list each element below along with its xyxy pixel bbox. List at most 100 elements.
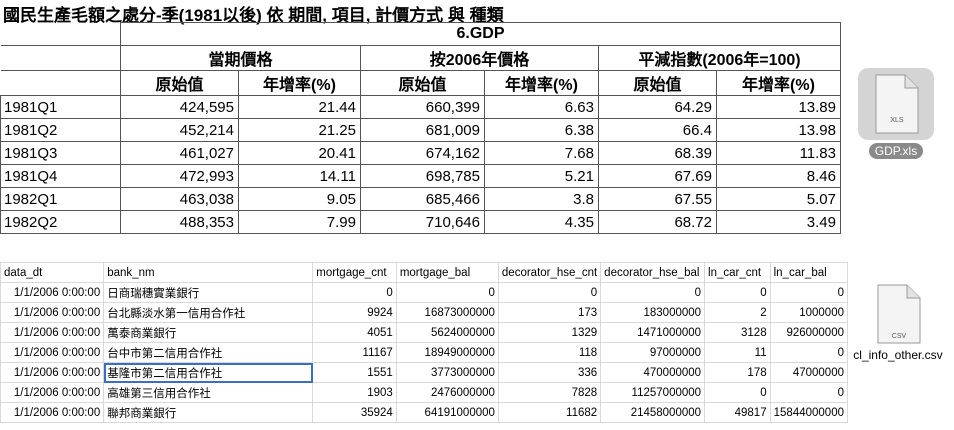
csv-cell[interactable]: 926000000 — [769, 322, 849, 343]
value-cell[interactable]: 488,353 — [120, 210, 239, 234]
sub-header[interactable]: 年增率(%) — [238, 70, 361, 96]
csv-cell[interactable]: 0 — [312, 282, 397, 303]
csv-cell[interactable]: 1/1/2006 0:00:00 — [0, 362, 105, 383]
value-cell[interactable]: 710,646 — [360, 210, 485, 234]
csv-cell[interactable]: 16873000000 — [395, 302, 499, 323]
csv-cell[interactable]: 1551 — [312, 362, 397, 383]
value-cell[interactable]: 68.72 — [598, 210, 717, 234]
csv-cell[interactable]: 1/1/2006 0:00:00 — [0, 282, 105, 303]
value-cell[interactable]: 660,399 — [360, 95, 485, 119]
csv-cell[interactable]: 1/1/2006 0:00:00 — [0, 402, 105, 423]
sub-header[interactable]: 年增率(%) — [484, 70, 599, 96]
value-cell[interactable]: 13.98 — [716, 118, 841, 142]
value-cell[interactable]: 9.05 — [238, 187, 361, 211]
value-cell[interactable]: 698,785 — [360, 164, 485, 188]
csv-cell[interactable]: 0 — [600, 282, 706, 303]
bank-name-cell[interactable]: 高雄第三信用合作社 — [103, 382, 314, 403]
csv-column-header[interactable]: data_dt — [0, 262, 105, 283]
bank-name-cell[interactable]: 日商瑞穗實業銀行 — [103, 282, 314, 303]
period-cell[interactable]: 1981Q2 — [0, 118, 121, 142]
value-cell[interactable]: 67.55 — [598, 187, 717, 211]
value-cell[interactable]: 461,027 — [120, 141, 239, 165]
value-cell[interactable]: 7.68 — [484, 141, 599, 165]
value-cell[interactable]: 4.35 — [484, 210, 599, 234]
csv-cell[interactable]: 0 — [769, 282, 849, 303]
csv-column-header[interactable]: mortgage_cnt — [312, 262, 397, 283]
csv-column-header[interactable]: decorator_hse_bal — [600, 262, 706, 283]
value-cell[interactable]: 13.89 — [716, 95, 841, 119]
csv-cell[interactable]: 9924 — [312, 302, 397, 323]
group-header[interactable]: 6.GDP — [120, 22, 841, 46]
value-cell[interactable]: 20.41 — [238, 141, 361, 165]
value-cell[interactable]: 21.44 — [238, 95, 361, 119]
value-cell[interactable]: 11.83 — [716, 141, 841, 165]
csv-cell[interactable]: 0 — [769, 342, 849, 363]
value-cell[interactable]: 8.46 — [716, 164, 841, 188]
value-cell[interactable]: 5.21 — [484, 164, 599, 188]
value-cell[interactable]: 424,595 — [120, 95, 239, 119]
value-cell[interactable]: 67.69 — [598, 164, 717, 188]
csv-cell[interactable]: 5624000000 — [395, 322, 499, 343]
value-cell[interactable]: 5.07 — [716, 187, 841, 211]
csv-cell[interactable]: 7828 — [497, 382, 602, 403]
col-group-header[interactable]: 按2006年價格 — [360, 45, 599, 71]
csv-cell[interactable]: 1329 — [497, 322, 602, 343]
csv-cell[interactable]: 0 — [704, 282, 771, 303]
csv-cell[interactable]: 0 — [497, 282, 602, 303]
csv-cell[interactable]: 11682 — [497, 402, 602, 423]
csv-cell[interactable]: 1000000 — [769, 302, 849, 323]
file-name-label[interactable]: cl_info_other.csv — [853, 348, 943, 362]
csv-cell[interactable]: 0 — [769, 382, 849, 403]
bank-name-cell[interactable]: 台中市第二信用合作社 — [103, 342, 314, 363]
file-name-label[interactable]: GDP.xls — [868, 143, 924, 159]
value-cell[interactable]: 6.38 — [484, 118, 599, 142]
value-cell[interactable]: 66.4 — [598, 118, 717, 142]
value-cell[interactable]: 463,038 — [120, 187, 239, 211]
value-cell[interactable]: 685,466 — [360, 187, 485, 211]
csv-cell[interactable]: 0 — [704, 382, 771, 403]
value-cell[interactable]: 472,993 — [120, 164, 239, 188]
value-cell[interactable]: 21.25 — [238, 118, 361, 142]
value-cell[interactable]: 64.29 — [598, 95, 717, 119]
csv-cell[interactable]: 1471000000 — [600, 322, 706, 343]
csv-column-header[interactable]: ln_car_cnt — [704, 262, 771, 283]
sub-header[interactable]: 原始值 — [598, 70, 717, 96]
value-cell[interactable]: 3.49 — [716, 210, 841, 234]
sub-header[interactable]: 年增率(%) — [716, 70, 841, 96]
csv-cell[interactable]: 183000000 — [600, 302, 706, 323]
csv-cell[interactable]: 11257000000 — [600, 382, 706, 403]
col-group-header[interactable]: 平減指數(2006年=100) — [598, 45, 841, 71]
value-cell[interactable]: 6.63 — [484, 95, 599, 119]
csv-cell[interactable]: 47000000 — [769, 362, 849, 383]
file-icon-cl-info-other-csv[interactable]: CSV cl_info_other.csv — [845, 284, 951, 364]
csv-cell[interactable]: 1/1/2006 0:00:00 — [0, 302, 105, 323]
value-cell[interactable]: 14.11 — [238, 164, 361, 188]
csv-cell[interactable]: 2 — [704, 302, 771, 323]
csv-column-header[interactable]: decorator_hse_cnt — [497, 262, 602, 283]
csv-cell[interactable]: 97000000 — [600, 342, 706, 363]
csv-cell[interactable]: 118 — [497, 342, 602, 363]
bank-name-cell[interactable]: 台北縣淡水第一信用合作社 — [103, 302, 314, 323]
csv-cell[interactable]: 1903 — [312, 382, 397, 403]
csv-cell[interactable]: 18949000000 — [395, 342, 499, 363]
file-icon-gdp-xls[interactable]: XLS GDP.xls — [858, 68, 934, 160]
csv-cell[interactable]: 178 — [704, 362, 771, 383]
csv-column-header[interactable]: bank_nm — [103, 262, 314, 283]
csv-cell[interactable]: 1/1/2006 0:00:00 — [0, 382, 105, 403]
bank-name-cell[interactable]: 萬泰商業銀行 — [103, 322, 314, 343]
value-cell[interactable]: 68.39 — [598, 141, 717, 165]
csv-cell[interactable]: 4051 — [312, 322, 397, 343]
value-cell[interactable]: 452,214 — [120, 118, 239, 142]
period-cell[interactable]: 1981Q4 — [0, 164, 121, 188]
csv-cell[interactable]: 21458000000 — [600, 402, 706, 423]
value-cell[interactable]: 7.99 — [238, 210, 361, 234]
corner-cell[interactable] — [0, 45, 121, 71]
csv-cell[interactable]: 336 — [497, 362, 602, 383]
csv-column-header[interactable]: mortgage_bal — [395, 262, 499, 283]
sub-header[interactable]: 原始值 — [360, 70, 485, 96]
csv-cell[interactable]: 470000000 — [600, 362, 706, 383]
csv-cell[interactable]: 11 — [704, 342, 771, 363]
csv-cell[interactable]: 64191000000 — [395, 402, 499, 423]
bank-name-cell[interactable]: 聯邦商業銀行 — [103, 402, 314, 423]
value-cell[interactable]: 3.8 — [484, 187, 599, 211]
